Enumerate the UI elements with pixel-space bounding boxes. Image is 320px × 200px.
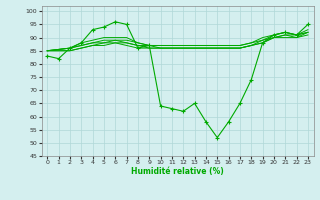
X-axis label: Humidité relative (%): Humidité relative (%) — [131, 167, 224, 176]
